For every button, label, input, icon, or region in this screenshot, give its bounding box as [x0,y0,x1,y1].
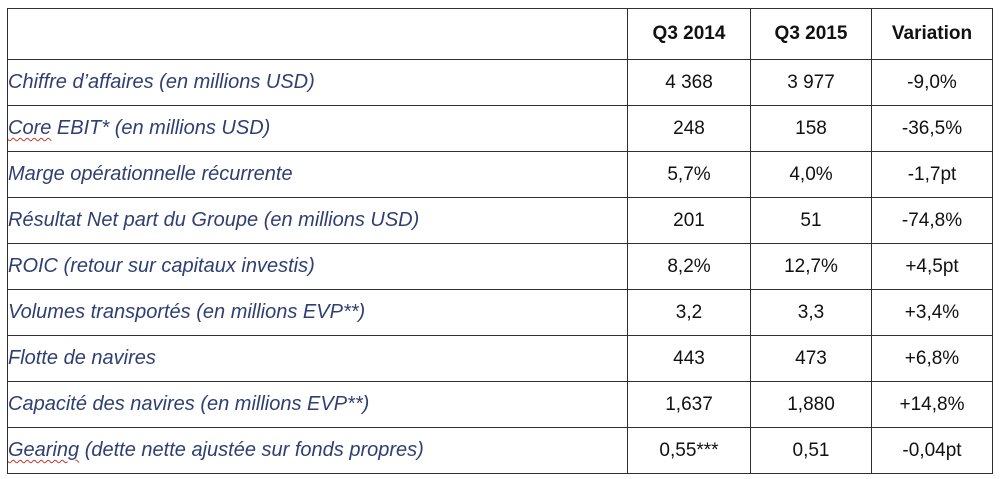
row-label-prefix: Gearing [8,439,80,461]
row-label-rest: (dette nette ajustée sur fonds propres) [79,439,424,461]
variation-value: +3,4% [871,289,993,336]
row-label: Flotte de navires [7,335,628,382]
header-q3-2015: Q3 2015 [750,8,872,60]
table-row: Gearing (dette nette ajustée sur fonds p… [7,427,993,474]
row-label: ROIC (retour sur capitaux investis) [7,243,628,290]
variation-value: -1,7pt [871,151,993,198]
row-label: Marge opérationnelle récurrente [7,151,628,198]
header-q3-2014: Q3 2014 [627,8,751,60]
variation-value: -74,8% [871,197,993,244]
q3-2015-value: 473 [750,335,872,382]
row-label: Chiffre d’affaires (en millions USD) [7,59,628,106]
table-row: ROIC (retour sur capitaux investis) 8,2%… [7,243,993,290]
q3-2014-value: 443 [627,335,751,382]
table-row: Chiffre d’affaires (en millions USD) 4 3… [7,59,993,106]
q3-2014-value: 3,2 [627,289,751,336]
variation-value: +6,8% [871,335,993,382]
q3-2014-value: 201 [627,197,751,244]
q3-2014-value: 248 [627,105,751,152]
header-row: Q3 2014 Q3 2015 Variation [7,8,993,60]
q3-2014-value: 0,55*** [627,427,751,474]
q3-2015-value: 4,0% [750,151,872,198]
variation-value: +4,5pt [871,243,993,290]
kpi-table: Q3 2014 Q3 2015 Variation Chiffre d’affa… [7,8,993,474]
header-label [7,8,628,60]
row-label-rest: EBIT* (en millions USD) [51,117,271,139]
table-row: Résultat Net part du Groupe (en millions… [7,197,993,244]
q3-2015-value: 0,51 [750,427,872,474]
row-label-prefix: Core [8,117,52,139]
row-label: Volumes transportés (en millions EVP**) [7,289,628,336]
table-row: Volumes transportés (en millions EVP**) … [7,289,993,336]
q3-2014-value: 8,2% [627,243,751,290]
table-row: Capacité des navires (en millions EVP**)… [7,381,993,428]
q3-2015-value: 51 [750,197,872,244]
q3-2015-value: 3,3 [750,289,872,336]
variation-value: -9,0% [871,59,993,106]
table-row: Flotte de navires 443 473 +6,8% [7,335,993,382]
row-label: Résultat Net part du Groupe (en millions… [7,197,628,244]
row-label: Gearing (dette nette ajustée sur fonds p… [7,427,628,474]
variation-value: +14,8% [871,381,993,428]
q3-2014-value: 5,7% [627,151,751,198]
q3-2015-value: 158 [750,105,872,152]
q3-2015-value: 1,880 [750,381,872,428]
table-row: Core EBIT* (en millions USD) 248 158 -36… [7,105,993,152]
row-label: Core EBIT* (en millions USD) [7,105,628,152]
header-variation: Variation [871,8,993,60]
q3-2014-value: 4 368 [627,59,751,106]
table-row: Marge opérationnelle récurrente 5,7% 4,0… [7,151,993,198]
q3-2015-value: 3 977 [750,59,872,106]
q3-2015-value: 12,7% [750,243,872,290]
q3-2014-value: 1,637 [627,381,751,428]
row-label: Capacité des navires (en millions EVP**) [7,381,628,428]
variation-value: -36,5% [871,105,993,152]
variation-value: -0,04pt [871,427,993,474]
